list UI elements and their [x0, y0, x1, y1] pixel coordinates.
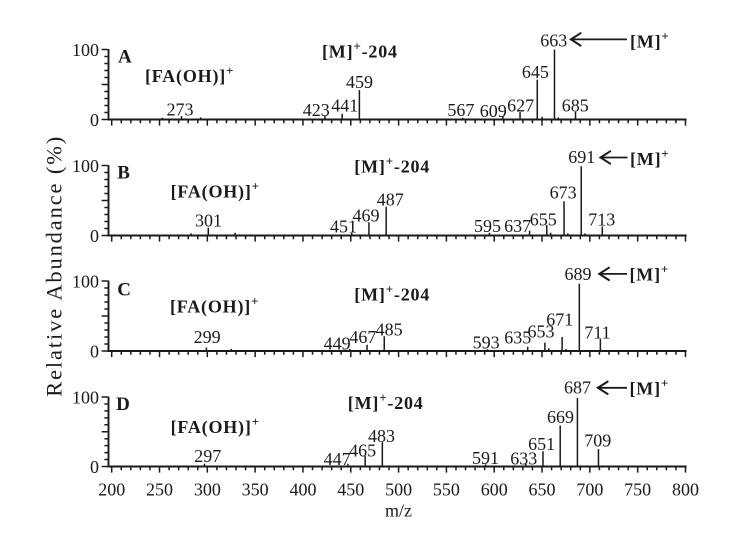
svg-text:299: 299 [194, 327, 221, 347]
svg-text:300: 300 [194, 480, 221, 500]
svg-text:[M]+-204: [M]+-204 [354, 154, 430, 177]
svg-text:687: 687 [564, 378, 591, 398]
svg-text:469: 469 [353, 206, 380, 226]
svg-text:350: 350 [242, 480, 269, 500]
svg-text:645: 645 [522, 62, 549, 82]
svg-text:449: 449 [324, 334, 351, 354]
svg-text:B: B [117, 163, 130, 184]
svg-text:700: 700 [576, 480, 603, 500]
svg-text:100: 100 [72, 271, 99, 291]
svg-text:655: 655 [530, 209, 557, 229]
svg-text:651: 651 [528, 434, 555, 454]
svg-text:Relative Abundance (%): Relative Abundance (%) [42, 135, 67, 397]
svg-text:669: 669 [547, 407, 574, 427]
svg-text:[M]+: [M]+ [630, 29, 670, 52]
svg-text:609: 609 [480, 101, 507, 121]
svg-text:485: 485 [376, 320, 403, 340]
svg-text:[M]+-204: [M]+-204 [348, 390, 424, 413]
svg-text:637: 637 [504, 216, 531, 236]
svg-text:[FA(OH)]+: [FA(OH)]+ [171, 179, 260, 203]
svg-text:593: 593 [473, 333, 500, 353]
svg-text:[M]+-204: [M]+-204 [354, 282, 430, 305]
svg-text:0: 0 [90, 226, 99, 246]
svg-text:D: D [116, 394, 130, 415]
svg-text:200: 200 [98, 480, 125, 500]
svg-text:627: 627 [507, 96, 534, 116]
svg-text:600: 600 [481, 480, 508, 500]
svg-text:633: 633 [510, 448, 537, 468]
svg-text:635: 635 [504, 328, 531, 348]
svg-text:591: 591 [472, 448, 499, 468]
svg-text:C: C [117, 280, 131, 301]
svg-text:500: 500 [385, 480, 412, 500]
svg-text:[FA(OH)]+: [FA(OH)]+ [170, 294, 259, 318]
svg-text:459: 459 [346, 72, 373, 92]
svg-text:100: 100 [72, 156, 99, 176]
svg-text:250: 250 [146, 480, 173, 500]
svg-text:595: 595 [474, 216, 501, 236]
svg-text:567: 567 [447, 100, 474, 120]
svg-text:653: 653 [528, 322, 555, 342]
svg-text:423: 423 [303, 100, 330, 120]
svg-text:450: 450 [337, 480, 364, 500]
svg-text:[M]+: [M]+ [630, 146, 670, 169]
svg-text:685: 685 [562, 96, 589, 116]
svg-text:750: 750 [624, 480, 651, 500]
svg-text:671: 671 [546, 309, 573, 329]
svg-text:465: 465 [349, 441, 376, 461]
svg-text:650: 650 [529, 480, 556, 500]
svg-text:400: 400 [289, 480, 316, 500]
svg-text:[FA(OH)]+: [FA(OH)]+ [145, 63, 234, 87]
svg-text:0: 0 [90, 110, 99, 130]
svg-text:[M]+: [M]+ [630, 262, 670, 285]
svg-text:m/z: m/z [385, 501, 412, 521]
svg-text:711: 711 [584, 323, 610, 343]
svg-text:691: 691 [568, 147, 595, 167]
svg-text:467: 467 [349, 327, 376, 347]
svg-text:0: 0 [90, 341, 99, 361]
svg-text:100: 100 [72, 387, 99, 407]
svg-text:663: 663 [540, 31, 567, 51]
svg-text:301: 301 [195, 211, 222, 231]
svg-text:689: 689 [565, 264, 592, 284]
svg-text:0: 0 [90, 457, 99, 477]
svg-text:441: 441 [331, 95, 358, 115]
svg-text:447: 447 [324, 449, 351, 469]
svg-text:273: 273 [167, 100, 194, 120]
svg-text:673: 673 [550, 183, 577, 203]
svg-text:550: 550 [433, 480, 460, 500]
svg-text:483: 483 [368, 426, 395, 446]
svg-text:100: 100 [72, 40, 99, 60]
svg-text:800: 800 [672, 480, 699, 500]
svg-text:[FA(OH)]+: [FA(OH)]+ [171, 414, 260, 438]
svg-text:[M]+-204: [M]+-204 [322, 39, 398, 62]
svg-text:713: 713 [588, 210, 615, 230]
svg-text:451: 451 [330, 217, 357, 237]
svg-text:297: 297 [194, 446, 221, 466]
svg-text:709: 709 [584, 431, 611, 451]
svg-text:487: 487 [377, 190, 404, 210]
svg-text:A: A [118, 47, 132, 68]
svg-text:[M]+: [M]+ [630, 376, 670, 399]
